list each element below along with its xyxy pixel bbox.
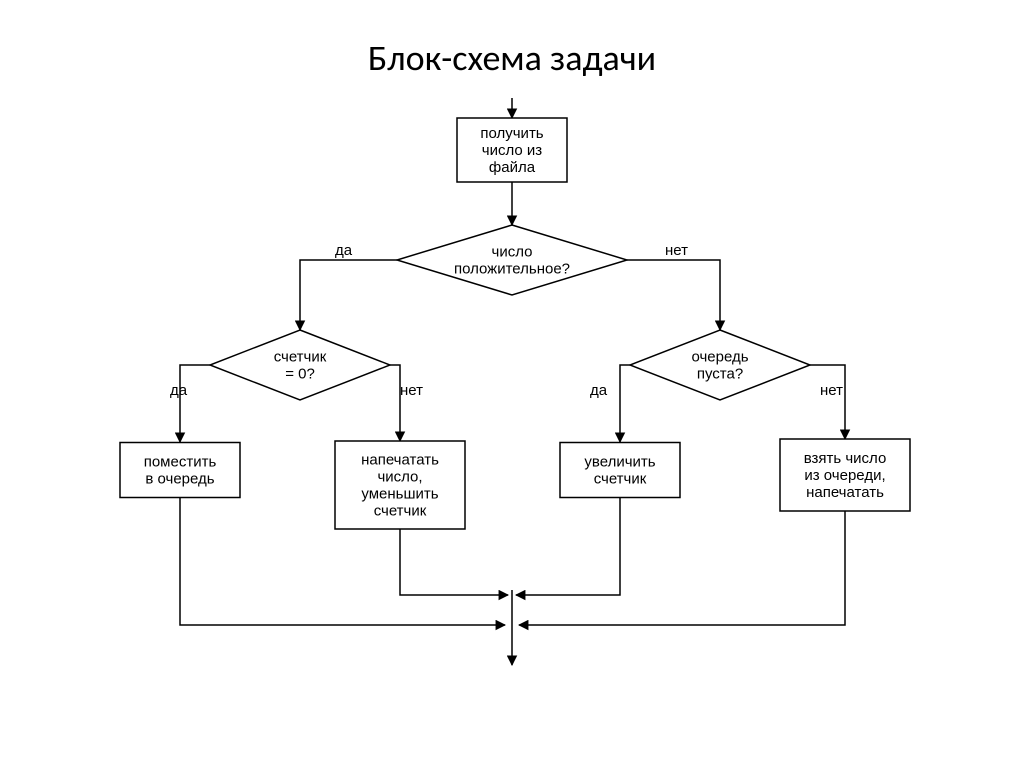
node-label-n_enq-0: поместить xyxy=(144,454,217,471)
node-label-n_read-2: файла xyxy=(489,159,536,176)
node-label-d_pos-0: число xyxy=(492,244,533,261)
edge-e_empty_yes xyxy=(620,365,630,442)
node-n_enq: поместитьв очередь xyxy=(120,443,240,498)
node-label-d_cnt0-1: = 0? xyxy=(285,366,315,383)
node-label-n_read-0: получить xyxy=(480,125,543,142)
node-n_read: получитьчисло изфайла xyxy=(457,118,567,182)
edge-label-e_empty_no: нет xyxy=(820,382,843,399)
edge-label-e_pos_no: нет xyxy=(665,242,688,259)
node-label-n_print_dec-1: число, xyxy=(377,469,422,486)
node-label-d_cnt0-0: счетчик xyxy=(274,349,327,366)
node-label-n_print_dec-0: напечатать xyxy=(361,452,439,469)
edge-e_pos_no xyxy=(627,260,720,330)
edge-e_empty_no xyxy=(810,365,845,439)
edge-e_cnt0_yes xyxy=(180,365,210,442)
node-d_cnt0: счетчик= 0? xyxy=(210,330,390,400)
node-label-n_read-1: число из xyxy=(482,142,543,159)
node-label-d_empty-1: пуста? xyxy=(697,366,743,383)
node-label-n_inc-0: увеличить xyxy=(584,454,655,471)
edge-e_pos_yes xyxy=(300,260,397,330)
node-label-d_pos-1: положительное? xyxy=(454,261,570,278)
edge-label-e_cnt0_no: нет xyxy=(400,382,423,399)
node-label-n_print_dec-3: счетчик xyxy=(374,503,427,520)
node-label-n_deq-2: напечатать xyxy=(806,484,884,501)
node-label-n_enq-1: в очередь xyxy=(145,471,214,488)
node-label-n_deq-0: взять число xyxy=(804,450,887,467)
node-label-n_deq-1: из очереди, xyxy=(804,467,885,484)
node-d_pos: числоположительное? xyxy=(397,225,627,295)
edge-label-e_cnt0_yes: да xyxy=(170,382,188,399)
edge-label-e_pos_yes: да xyxy=(335,242,353,259)
node-n_print_dec: напечататьчисло,уменьшитьсчетчик xyxy=(335,441,465,529)
edge-e_inc_merge xyxy=(516,498,620,595)
node-label-d_empty-0: очередь xyxy=(691,349,748,366)
node-d_empty: очередьпуста? xyxy=(630,330,810,400)
node-n_inc: увеличитьсчетчик xyxy=(560,443,680,498)
flowchart: Блок-схема задачи да нет да нет да нет получить… xyxy=(0,0,1024,767)
node-label-n_print_dec-2: уменьшить xyxy=(361,486,438,503)
edge-e_pd_merge xyxy=(400,529,508,595)
edge-e_cnt0_no xyxy=(390,365,400,441)
edge-e_deq_merge xyxy=(519,511,845,625)
edge-label-e_empty_yes: да xyxy=(590,382,608,399)
node-n_deq: взять числоиз очереди,напечатать xyxy=(780,439,910,511)
node-label-n_inc-1: счетчик xyxy=(594,471,647,488)
page-title: Блок-схема задачи xyxy=(368,36,656,80)
